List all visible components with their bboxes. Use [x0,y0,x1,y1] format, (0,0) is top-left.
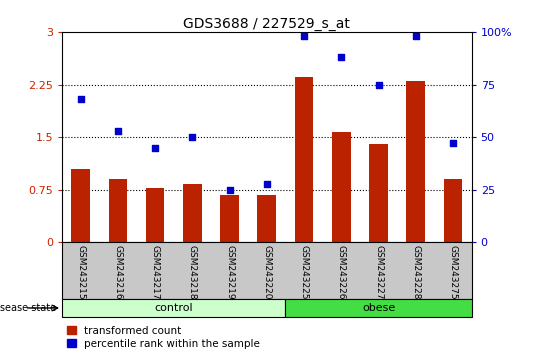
Text: GSM243215: GSM243215 [76,245,85,300]
Bar [71,169,90,242]
Text: GSM243228: GSM243228 [411,245,420,300]
Bar [369,144,388,242]
Bar [146,188,164,242]
Text: GSM243225: GSM243225 [300,245,308,300]
Text: GSM243218: GSM243218 [188,245,197,300]
Point [188,135,197,140]
Bar [295,78,313,242]
Bar [220,195,239,242]
Text: GSM243227: GSM243227 [374,245,383,300]
Text: GSM243275: GSM243275 [448,245,458,300]
Text: GSM243217: GSM243217 [150,245,160,300]
Point [337,54,345,60]
Bar [332,132,350,242]
Point [114,128,122,134]
Text: control: control [154,303,193,313]
Point [262,181,271,186]
Bar [406,81,425,242]
Legend: transformed count, percentile rank within the sample: transformed count, percentile rank withi… [67,326,260,349]
Text: disease state: disease state [0,303,57,313]
Bar [286,299,472,317]
Bar [108,179,127,242]
Point [225,187,234,193]
Point [374,82,383,87]
Text: obese: obese [362,303,395,313]
Point [77,96,85,102]
Point [448,141,457,146]
Bar [62,299,286,317]
Bar [444,179,462,242]
Point [300,33,308,39]
Title: GDS3688 / 227529_s_at: GDS3688 / 227529_s_at [183,17,350,31]
Text: GSM243219: GSM243219 [225,245,234,300]
Text: GSM243220: GSM243220 [262,245,271,300]
Bar [183,184,202,242]
Text: GSM243226: GSM243226 [337,245,346,300]
Bar [258,195,276,242]
Point [411,33,420,39]
Text: GSM243216: GSM243216 [113,245,122,300]
Point [151,145,160,150]
